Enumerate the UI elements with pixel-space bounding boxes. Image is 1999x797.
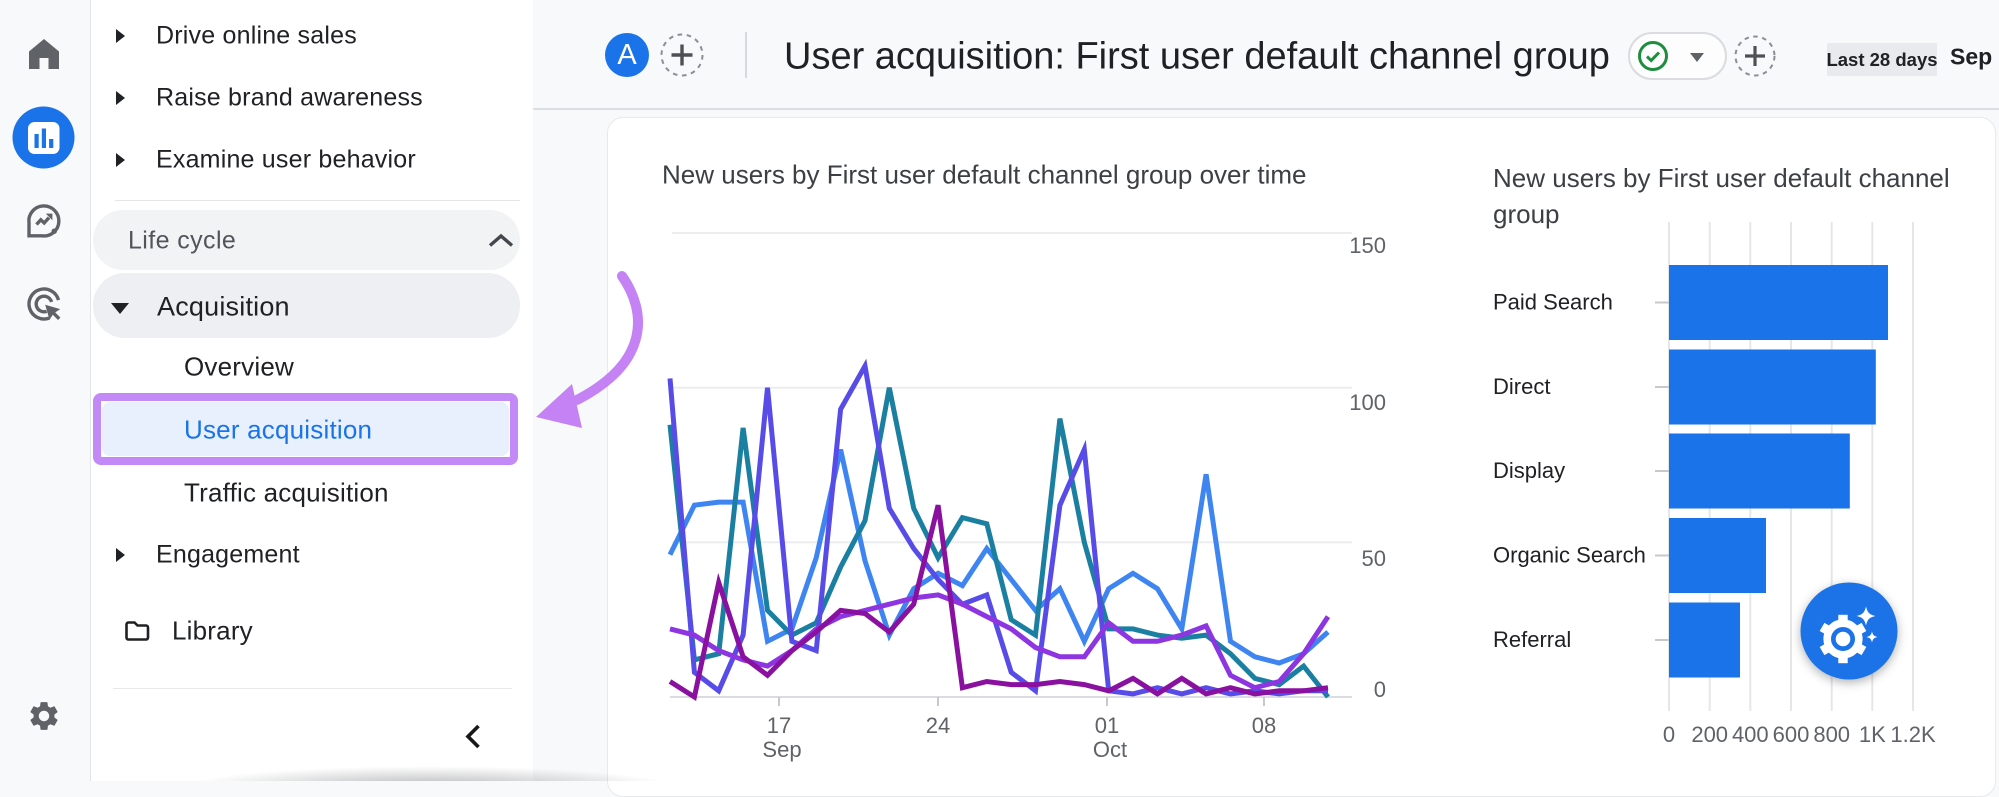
svg-text:1K: 1K <box>1859 722 1886 747</box>
svg-text:1.2K: 1.2K <box>1890 722 1936 747</box>
svg-text:800: 800 <box>1813 722 1850 747</box>
svg-text:Direct: Direct <box>1493 374 1550 399</box>
svg-text:Organic Search: Organic Search <box>1493 542 1646 567</box>
svg-text:0: 0 <box>1374 677 1386 702</box>
svg-text:400: 400 <box>1732 722 1769 747</box>
svg-text:100: 100 <box>1349 390 1386 415</box>
svg-text:01: 01 <box>1095 713 1119 738</box>
svg-text:600: 600 <box>1773 722 1810 747</box>
svg-text:Referral: Referral <box>1493 627 1571 652</box>
svg-text:200: 200 <box>1691 722 1728 747</box>
svg-text:Display: Display <box>1493 458 1565 483</box>
svg-text:24: 24 <box>926 713 950 738</box>
svg-text:17: 17 <box>767 713 791 738</box>
svg-text:150: 150 <box>1349 233 1386 258</box>
svg-text:Paid Search: Paid Search <box>1493 289 1613 314</box>
svg-text:0: 0 <box>1663 722 1675 747</box>
svg-text:Sep: Sep <box>762 737 801 762</box>
svg-text:Oct: Oct <box>1093 737 1127 762</box>
svg-text:50: 50 <box>1362 546 1386 571</box>
svg-text:08: 08 <box>1252 713 1276 738</box>
